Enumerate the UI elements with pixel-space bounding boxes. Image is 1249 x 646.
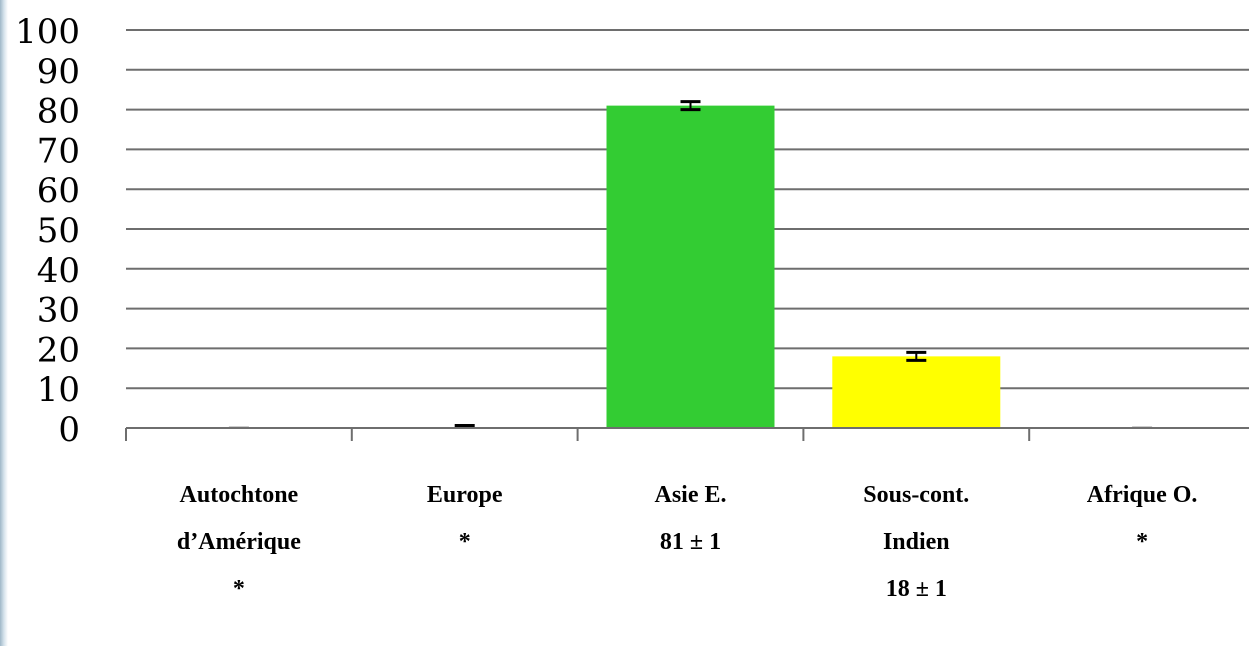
category-label-line: *	[458, 529, 471, 555]
category-label: Autochtone d’Amérique *	[129, 480, 349, 621]
bar	[832, 356, 1001, 428]
y-tick-label: 90	[37, 52, 80, 92]
y-tick-label: 60	[37, 171, 80, 211]
y-tick-label: 0	[58, 410, 80, 450]
bar	[606, 105, 775, 429]
category-label: Sous-cont. Indien 18 ± 1	[806, 480, 1026, 621]
x-axis	[125, 427, 1249, 441]
y-tick-label: 70	[37, 131, 80, 171]
y-tick-label: 100	[15, 12, 80, 52]
category-label-line: 81 ± 1	[659, 529, 722, 555]
bars	[228, 105, 1153, 429]
category-label: Afrique O. *	[1032, 480, 1249, 574]
y-tick-label: 20	[37, 330, 80, 370]
category-label-line: *	[232, 576, 245, 602]
y-tick-label: 10	[37, 370, 80, 410]
category-label-line: Europe	[426, 482, 503, 508]
category-label: Europe *	[355, 480, 575, 574]
y-tick-label: 50	[37, 211, 80, 251]
y-tick-label: 40	[37, 251, 80, 291]
category-label-line: Afrique O.	[1086, 482, 1198, 508]
y-tick-label: 80	[37, 92, 80, 132]
decorative-left-strip	[0, 0, 8, 646]
category-label-line: 18 ± 1	[885, 576, 947, 602]
category-label-line: d’Amérique	[176, 529, 301, 555]
category-label-line: Autochtone	[179, 482, 299, 508]
y-tick-label: 30	[37, 291, 80, 331]
category-label-line: Asie E.	[654, 482, 727, 508]
category-label-line: *	[1136, 529, 1149, 555]
gridlines	[126, 29, 1249, 390]
category-label-line: Indien	[882, 529, 950, 555]
category-label: Asie E. 81 ± 1	[581, 480, 801, 574]
error-bars	[680, 100, 927, 362]
category-label-line: Sous-cont.	[863, 482, 970, 508]
